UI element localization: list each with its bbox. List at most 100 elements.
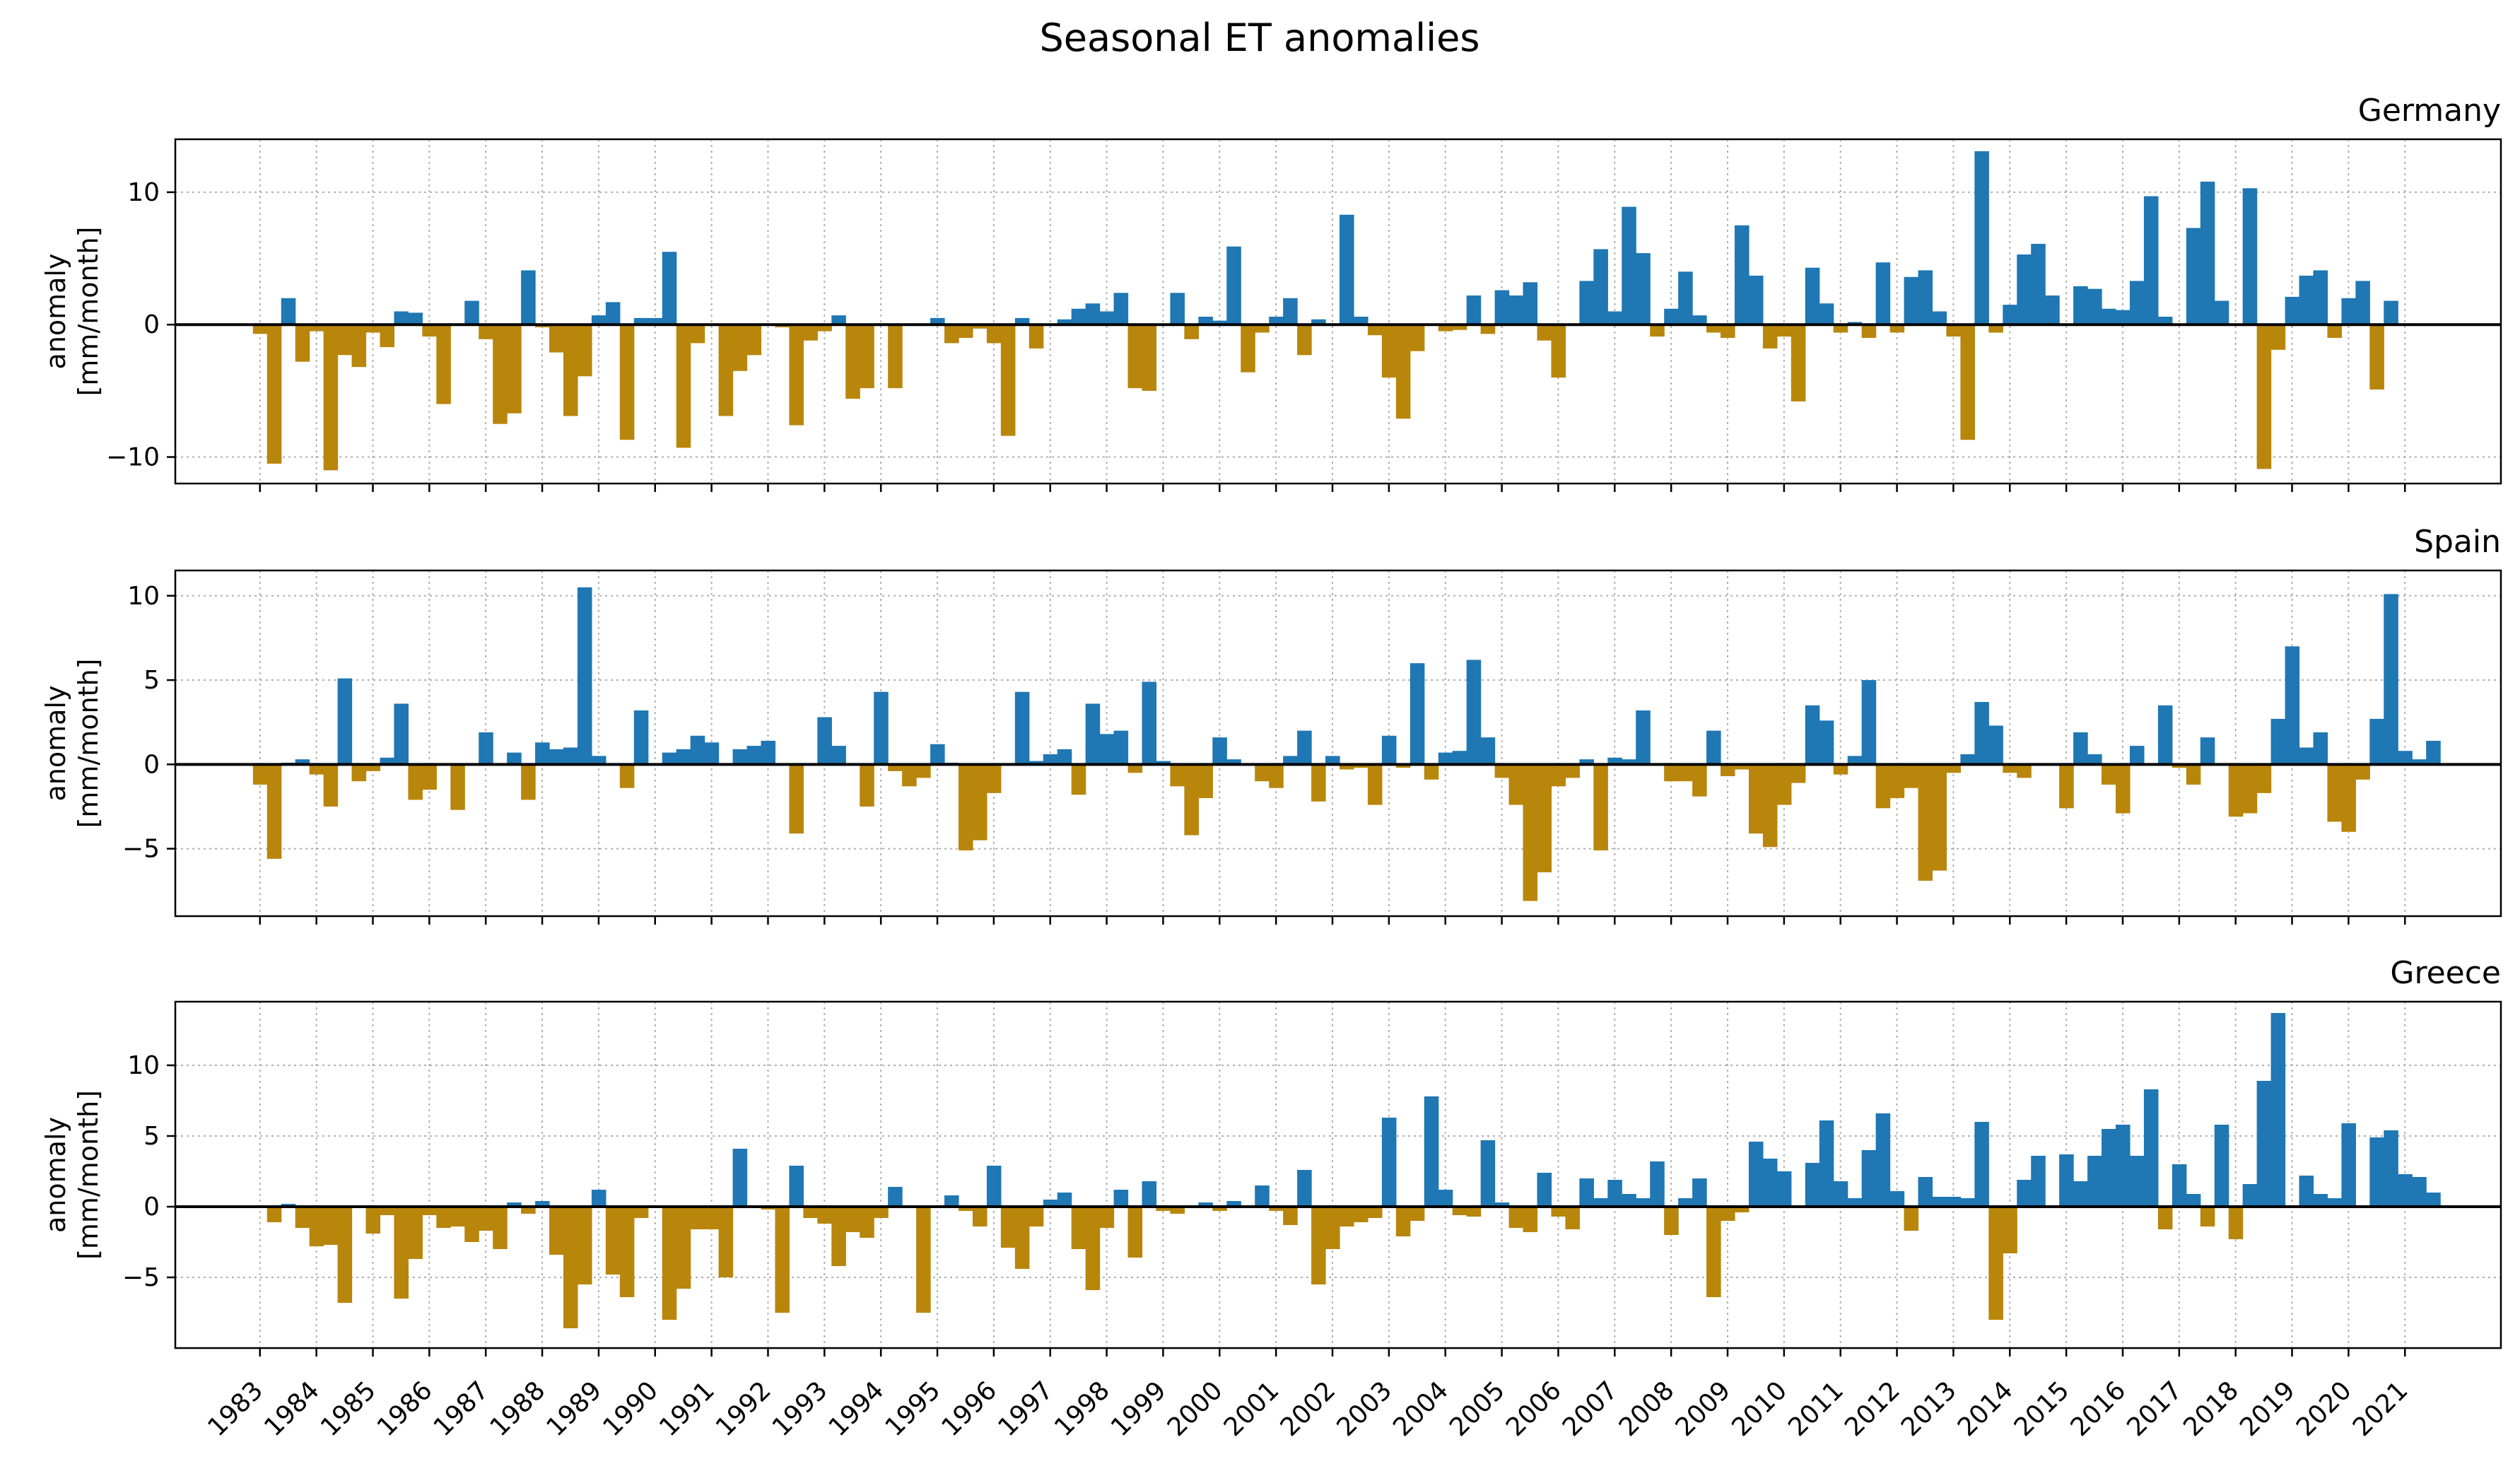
bar	[2242, 188, 2258, 325]
bar	[2200, 1207, 2215, 1226]
bar	[2313, 270, 2328, 325]
bar	[563, 1207, 578, 1328]
bar	[2129, 746, 2145, 765]
bar	[1593, 1198, 1608, 1207]
bar	[1466, 660, 1482, 765]
bar	[2341, 1123, 2356, 1207]
bar	[1057, 1193, 1072, 1207]
panel-spain: −5 0 5 10 Spain anomaly[mm/month]	[40, 524, 2502, 925]
bar	[2087, 754, 2102, 765]
bar	[2384, 1130, 2398, 1207]
bar	[1579, 281, 1594, 325]
bar	[337, 678, 353, 765]
bar	[845, 1207, 860, 1232]
bar	[380, 324, 395, 348]
y-axis-label-line: anomaly	[40, 254, 71, 370]
bar	[1311, 1207, 1326, 1284]
bar	[408, 1207, 423, 1259]
bar	[1156, 1207, 1171, 1211]
bar	[1565, 764, 1580, 778]
bar	[323, 324, 339, 471]
bar	[1226, 1201, 1241, 1207]
bar	[1340, 214, 1354, 325]
bar	[337, 1207, 353, 1303]
bar	[1071, 764, 1086, 795]
bar	[266, 1207, 282, 1222]
bar	[1918, 764, 1933, 881]
bar	[1762, 1159, 1778, 1207]
bar	[732, 324, 748, 371]
bar	[860, 324, 874, 389]
bar	[2369, 718, 2384, 765]
bar	[1636, 1198, 1651, 1207]
bar	[972, 1207, 988, 1226]
bar	[577, 1207, 592, 1284]
bar	[1776, 764, 1792, 805]
bar	[1438, 324, 1453, 332]
bar	[549, 324, 564, 353]
y-ticks-germany: −10 0 10	[106, 178, 175, 472]
bar	[888, 324, 903, 389]
bars-spain	[252, 587, 2441, 901]
bar	[1466, 295, 1482, 325]
bar	[930, 744, 945, 765]
panel-title-spain: Spain	[2414, 524, 2501, 560]
bar	[2256, 764, 2272, 793]
bar	[1028, 324, 1044, 349]
bar	[1283, 298, 1298, 325]
bar	[1537, 324, 1552, 341]
bar	[1255, 764, 1270, 782]
bar	[2242, 764, 2258, 814]
bar	[718, 324, 734, 416]
bar	[1043, 1200, 1058, 1207]
y-tick-label: 5	[143, 1122, 160, 1151]
bar	[450, 764, 465, 810]
bar	[1353, 1207, 1369, 1222]
bar	[1805, 1163, 1820, 1207]
bar	[2242, 1184, 2258, 1207]
bar	[1297, 1170, 1312, 1207]
bar	[2186, 1194, 2201, 1207]
grid-spain	[175, 570, 2501, 916]
bar	[2228, 764, 2244, 817]
bar	[521, 270, 536, 325]
bar	[1875, 764, 1891, 809]
grid-greece	[175, 1002, 2501, 1348]
y-tick-label: 0	[143, 310, 160, 339]
bar	[266, 324, 282, 464]
bar	[2129, 1156, 2145, 1207]
bar	[394, 311, 409, 325]
y-axis-label-germany: anomaly[mm/month]	[40, 227, 104, 397]
bar	[1340, 764, 1354, 770]
bar	[986, 324, 1002, 344]
bar	[1113, 293, 1129, 325]
bar	[1127, 1207, 1143, 1258]
bar	[2017, 764, 2032, 778]
bar	[1932, 1197, 1947, 1207]
bar	[1678, 764, 1693, 782]
bar	[633, 317, 649, 325]
bar	[1424, 1096, 1439, 1207]
bar	[845, 324, 860, 399]
bar	[2115, 310, 2131, 325]
bar	[1381, 324, 1397, 378]
bar	[1057, 749, 1072, 765]
bar	[2412, 1177, 2427, 1207]
bar	[464, 1207, 479, 1242]
bar	[1946, 1197, 1961, 1207]
bar	[1381, 735, 1397, 765]
bar	[2228, 1207, 2244, 1239]
bar	[2426, 1193, 2441, 1207]
bar	[2214, 300, 2229, 325]
y-axis-label-line: anomaly	[40, 1117, 71, 1233]
bar	[1988, 1207, 2003, 1320]
bar	[2059, 1154, 2074, 1207]
bar	[1721, 324, 1735, 338]
bar	[2355, 281, 2370, 325]
bar	[2256, 324, 2272, 469]
bar	[1889, 764, 1905, 799]
bar	[676, 324, 691, 448]
bar	[746, 746, 762, 765]
bar	[535, 742, 550, 765]
